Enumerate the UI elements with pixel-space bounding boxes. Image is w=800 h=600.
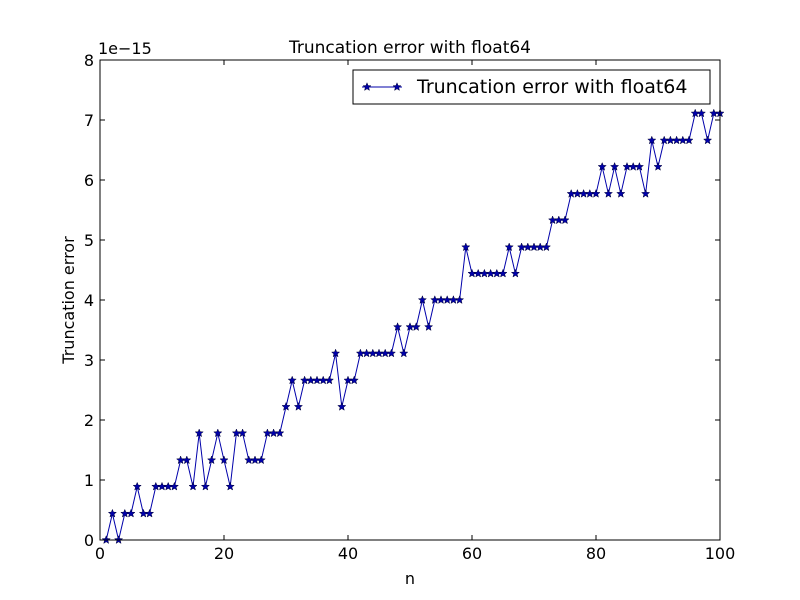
- data-point: [498, 268, 508, 278]
- y-tick-label: 0: [84, 531, 94, 550]
- x-tick-label: 60: [462, 544, 482, 563]
- data-point: [188, 481, 198, 491]
- data-point: [696, 108, 707, 118]
- data-point: [640, 188, 651, 198]
- data-point: [510, 268, 521, 278]
- x-tick-label: 0: [95, 544, 105, 563]
- data-point: [647, 135, 657, 145]
- data-point: [386, 348, 397, 358]
- data-point: [182, 455, 192, 465]
- data-point: [330, 348, 341, 358]
- data-point: [504, 242, 514, 252]
- data-point: [454, 295, 465, 304]
- data-point: [275, 428, 285, 438]
- legend: Truncation error with float64: [352, 69, 711, 105]
- legend-box: [352, 69, 711, 105]
- data-point: [206, 455, 217, 465]
- data-point: [634, 161, 645, 171]
- data-point: [417, 295, 428, 304]
- data-point: [107, 508, 118, 518]
- legend-marker-star-icon: [362, 82, 372, 91]
- data-point: [287, 375, 297, 385]
- data-point: [603, 188, 614, 198]
- data-point: [349, 375, 359, 385]
- y-tick-label: 5: [84, 231, 94, 250]
- data-point: [169, 481, 180, 491]
- x-tick-label: 20: [214, 544, 234, 563]
- data-point: [256, 455, 266, 465]
- data-point: [126, 508, 136, 518]
- data-point: [293, 401, 304, 411]
- data-point: [541, 242, 552, 252]
- chart-title: Truncation error with float64: [288, 38, 531, 58]
- data-point: [399, 348, 409, 358]
- legend-label: Truncation error with float64: [416, 76, 687, 98]
- data-point: [237, 428, 248, 438]
- y-tick-label: 4: [84, 291, 94, 310]
- data-point: [213, 428, 223, 438]
- data-point: [461, 242, 471, 252]
- data-point: [423, 322, 434, 331]
- data-point: [560, 215, 570, 225]
- legend-marker-star-icon: [392, 82, 402, 91]
- x-axis-label: n: [405, 569, 415, 588]
- data-point: [616, 188, 626, 198]
- x-tick-label: 40: [338, 544, 358, 563]
- data-point: [392, 322, 403, 331]
- plot-frame: [99, 59, 721, 541]
- data-point: [653, 161, 663, 171]
- y-tick-label: 6: [84, 171, 94, 190]
- data-point: [702, 135, 713, 145]
- y-tick-label: 1: [84, 471, 94, 490]
- data-point: [609, 161, 620, 171]
- data-point: [411, 322, 421, 331]
- data-point: [200, 481, 211, 491]
- data-point: [281, 401, 291, 411]
- y-tick-label: 8: [84, 51, 94, 70]
- data-point: [337, 401, 347, 411]
- data-point: [219, 455, 229, 465]
- y-tick-label: 2: [84, 411, 94, 430]
- y-axis-label: Truncation error: [59, 236, 78, 365]
- data-point: [591, 188, 601, 198]
- data-point: [144, 508, 155, 518]
- plot-area: [100, 60, 720, 540]
- x-tick-label: 100: [705, 544, 736, 563]
- data-point: [225, 481, 235, 491]
- data-point: [324, 375, 335, 385]
- y-axis-offset-text: 1e−15: [98, 39, 152, 58]
- data-point: [684, 135, 694, 145]
- y-tick-label: 3: [84, 351, 94, 370]
- series-layer: [101, 108, 725, 544]
- data-point: [597, 161, 607, 171]
- data-point: [132, 481, 142, 491]
- x-tick-label: 80: [586, 544, 606, 563]
- y-tick-label: 7: [84, 111, 94, 130]
- series-line: [105, 112, 720, 541]
- data-point: [194, 428, 204, 438]
